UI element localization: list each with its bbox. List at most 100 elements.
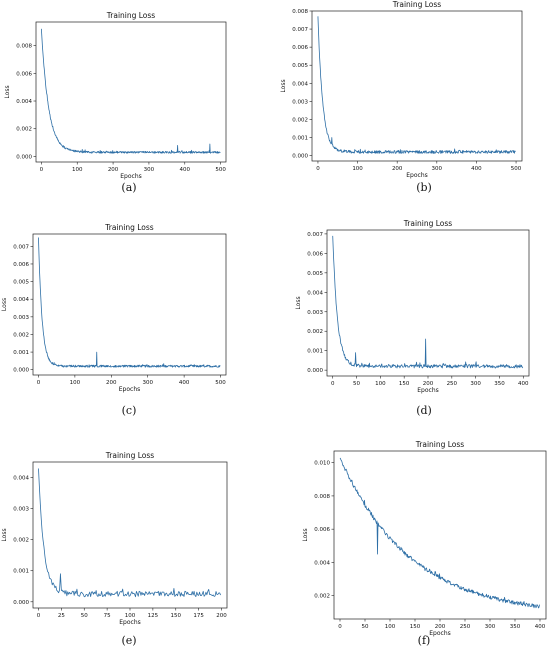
y-axis-label: Loss (4, 85, 11, 98)
y-tick-label: 0.002 (307, 329, 323, 335)
y-tick-label: 0.006 (292, 45, 308, 51)
chart-title: Training Loss (392, 0, 442, 9)
y-tick-label: 0.002 (13, 332, 29, 338)
y-tick-label: 0.008 (314, 494, 330, 500)
x-tick-label: 175 (193, 613, 204, 619)
panel-e: Training Loss 0 25 50 75 100 125 150 175 200 0.000… (1, 451, 228, 647)
loss-line (332, 235, 524, 369)
x-tick-label: 50 (353, 381, 360, 387)
x-tick-label: 100 (352, 166, 363, 172)
y-tick-label: 0.001 (13, 569, 29, 575)
y-tick-label: 0.005 (307, 271, 323, 277)
x-tick-label: 50 (81, 613, 88, 619)
chart-title: Training Loss (106, 11, 156, 20)
y-tick-label: 0.007 (292, 27, 308, 33)
x-tick-label: 200 (108, 167, 119, 173)
y-tick-label: 0.006 (13, 262, 29, 268)
y-tick-label: 0.000 (292, 154, 308, 160)
x-axis-label: Epochs (120, 173, 142, 180)
x-axis-label: Epochs (417, 387, 439, 394)
x-tick-label: 75 (104, 613, 111, 619)
loss-line (38, 468, 221, 598)
x-tick-label: 0 (37, 380, 41, 386)
subfigure-caption: (a) (121, 181, 136, 194)
x-tick-label: 0 (338, 624, 342, 630)
y-tick-label: 0.008 (292, 9, 308, 15)
x-tick-label: 400 (471, 166, 482, 172)
x-tick-label: 500 (511, 166, 522, 172)
y-axis-label: Loss (295, 296, 302, 309)
x-tick-label: 200 (392, 166, 403, 172)
y-tick-label: 0.004 (16, 99, 32, 105)
x-tick-label: 200 (423, 381, 434, 387)
subfigure-caption: (b) (416, 181, 432, 194)
y-tick-label: 0.000 (16, 154, 32, 160)
y-tick-label: 0.003 (13, 507, 29, 513)
y-tick-label: 0.006 (16, 71, 32, 77)
x-tick-label: 300 (432, 166, 443, 172)
panel-a: Training Loss 0 100 200 300 400 500 0.000 0.002 0… (4, 11, 226, 194)
panel-c: Training Loss 0 100 200 300 400 500 0.000 0.001 0… (1, 223, 227, 417)
y-axis-label: Loss (1, 528, 8, 541)
x-tick-label: 100 (385, 624, 396, 630)
x-tick-label: 50 (362, 624, 369, 630)
axes-frame (326, 229, 530, 377)
y-tick-label: 0.007 (307, 232, 323, 238)
x-tick-label: 100 (70, 380, 81, 386)
x-tick-label: 300 (470, 381, 481, 387)
y-axis-label: Loss (1, 298, 8, 311)
x-tick-label: 200 (106, 380, 117, 386)
axes-frame (311, 10, 523, 162)
x-tick-label: 300 (144, 167, 155, 173)
y-tick-label: 0.002 (16, 127, 32, 133)
x-tick-label: 125 (148, 613, 159, 619)
x-axis-label: Epochs (119, 619, 141, 626)
loss-line (339, 457, 540, 609)
x-axis-label: Epochs (429, 630, 451, 637)
x-tick-label: 400 (179, 380, 190, 386)
x-tick-label: 250 (460, 624, 471, 630)
y-tick-label: 0.004 (13, 297, 29, 303)
x-tick-label: 100 (125, 613, 136, 619)
y-tick-label: 0.004 (307, 290, 323, 296)
chart-title: Training Loss (415, 440, 465, 449)
x-tick-label: 200 (435, 624, 446, 630)
y-tick-label: 0.005 (13, 280, 29, 286)
x-tick-label: 350 (494, 381, 505, 387)
chart-title: Training Loss (403, 219, 453, 228)
x-tick-label: 25 (58, 613, 65, 619)
loss-line (38, 237, 221, 368)
y-tick-label: 0.004 (314, 560, 330, 566)
y-tick-label: 0.001 (292, 136, 308, 142)
y-tick-label: 0.006 (314, 527, 330, 533)
x-tick-label: 150 (410, 624, 421, 630)
y-axis-label: Loss (302, 528, 309, 541)
x-tick-label: 100 (72, 167, 83, 173)
y-tick-label: 0.001 (13, 350, 29, 356)
x-tick-label: 150 (399, 381, 410, 387)
y-tick-label: 0.003 (307, 310, 323, 316)
axes-frame (32, 461, 228, 609)
axes-frame (32, 233, 227, 376)
y-tick-label: 0.000 (13, 368, 29, 374)
x-tick-label: 350 (510, 624, 521, 630)
y-tick-label: 0.000 (307, 368, 323, 374)
axes-frame (35, 21, 227, 163)
x-tick-label: 0 (40, 167, 44, 173)
y-tick-label: 0.007 (13, 244, 29, 250)
y-tick-label: 0.002 (292, 117, 308, 123)
y-tick-label: 0.006 (307, 251, 323, 257)
y-tick-label: 0.000 (13, 600, 29, 606)
loss-line (317, 16, 516, 154)
x-tick-label: 400 (535, 624, 546, 630)
x-tick-label: 400 (518, 381, 529, 387)
y-tick-label: 0.005 (292, 63, 308, 69)
x-tick-label: 250 (447, 381, 458, 387)
y-axis-label: Loss (280, 79, 287, 92)
subfigure-caption: (f) (418, 634, 431, 647)
y-tick-label: 0.008 (16, 44, 32, 50)
loss-line (40, 28, 221, 154)
panel-d: Training Loss 0 50 100 150 200 250 300 350 400 0.0… (295, 219, 530, 417)
y-tick-label: 0.004 (13, 476, 29, 482)
